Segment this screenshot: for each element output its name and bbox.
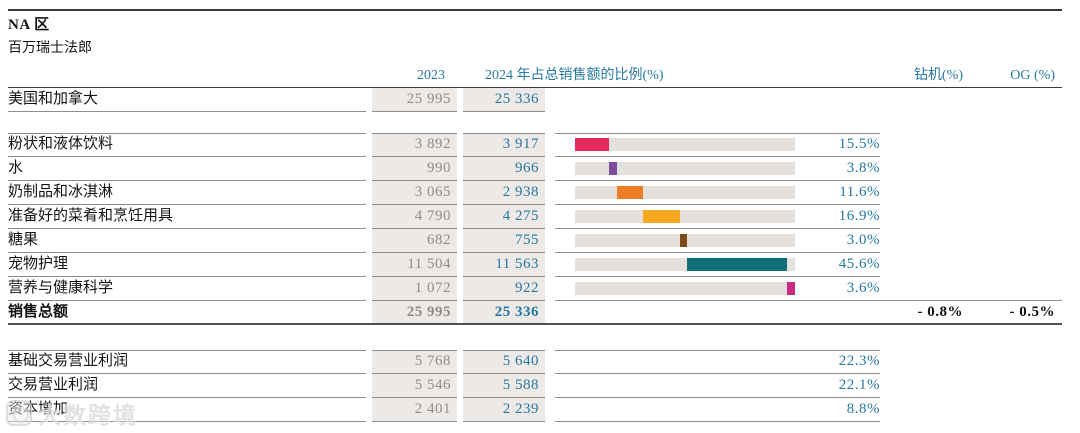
profit-section: 基础交易营业利润 5 768 5 640 22.3% 交易营业利润 5 546 …: [8, 350, 1062, 422]
value-2023: 1 072: [372, 277, 457, 301]
share-bar-segment: [686, 258, 788, 271]
share-bar-segment: [680, 234, 687, 247]
share-percent: 45.6%: [838, 256, 880, 272]
row-label: 粉状和液体饮料: [8, 133, 366, 157]
row-label: 准备好的菜肴和烹饪用具: [8, 205, 366, 229]
table-top-rule: [8, 9, 1062, 11]
value-2024: 5 588: [463, 374, 545, 398]
table-row-category: 宠物护理 11 504 11 563 45.6%: [8, 253, 1062, 277]
share-bar-segment: [617, 186, 643, 199]
share-bar-segment: [575, 138, 610, 151]
table-row-category: 水 990 966 3.8%: [8, 157, 1062, 181]
table-row-region: 美国和加拿大 25 995 25 336: [8, 88, 1062, 112]
value-2023: 3 892: [372, 133, 457, 157]
margin-percent: 8.8%: [846, 401, 880, 417]
row-label: 糖果: [8, 229, 366, 253]
share-bar-track: [575, 186, 795, 199]
margin-cell: 22.1%: [555, 374, 880, 398]
row-label: 基础交易营业利润: [8, 350, 366, 374]
row-label: 水: [8, 157, 366, 181]
row-label: 宠物护理: [8, 253, 366, 277]
table-row-total: 销售总额 25 995 25 336 - 0.8% - 0.5%: [8, 301, 1062, 325]
value-2023: 25 995: [372, 88, 457, 112]
rig-percent: - 0.8%: [880, 301, 963, 325]
share-percent: 3.8%: [846, 160, 880, 176]
share-percent: 11.6%: [839, 184, 880, 200]
column-header-share-2024: 2024 年占总销售额的比例(%): [463, 64, 880, 88]
share-bar-track: [575, 210, 795, 223]
page-title: NA 区: [8, 17, 50, 33]
row-label: 资本增加: [8, 398, 366, 422]
table-row-category: 粉状和液体饮料 3 892 3 917 15.5%: [8, 133, 1062, 157]
share-cell: 45.6%: [555, 253, 880, 277]
column-header-2023: 2023: [372, 64, 457, 88]
value-2024: 755: [463, 229, 545, 253]
row-label: 交易营业利润: [8, 374, 366, 398]
table-row-category: 奶制品和冰淇淋 3 065 2 938 11.6%: [8, 181, 1062, 205]
value-2023: 25 995: [372, 301, 457, 325]
share-bar-segment: [787, 282, 795, 295]
table-row-category: 糖果 682 755 3.0%: [8, 229, 1062, 253]
share-percent: 3.0%: [846, 232, 880, 248]
value-2023: 682: [372, 229, 457, 253]
value-2024: 966: [463, 157, 545, 181]
row-label: 奶制品和冰淇淋: [8, 181, 366, 205]
share-bar-track: [575, 234, 795, 247]
value-2023: 5 546: [372, 374, 457, 398]
share-bar-segment: [609, 162, 618, 175]
share-bar-track: [575, 162, 795, 175]
share-cell: 3.8%: [555, 157, 880, 181]
column-header-og: OG (%): [963, 64, 1062, 88]
value-2024: 922: [463, 277, 545, 301]
share-bar-track: [575, 282, 795, 295]
row-label: 美国和加拿大: [8, 88, 366, 112]
header-spacer: [8, 64, 366, 88]
share-percent: 3.6%: [846, 280, 880, 296]
share-cell: 15.5%: [555, 133, 880, 157]
value-2024: 2 938: [463, 181, 545, 205]
margin-percent: 22.3%: [838, 353, 880, 369]
value-2023: 11 504: [372, 253, 457, 277]
value-2024: 3 917: [463, 133, 545, 157]
value-2024: 5 640: [463, 350, 545, 374]
value-2023: 4 790: [372, 205, 457, 229]
row-label: 营养与健康科学: [8, 277, 366, 301]
share-cell: 3.6%: [555, 277, 880, 301]
value-2024: 4 275: [463, 205, 545, 229]
table-row-category: 准备好的菜肴和烹饪用具 4 790 4 275 16.9%: [8, 205, 1062, 229]
margin-percent: 22.1%: [838, 377, 880, 393]
table-row-profit: 资本增加 2 401 2 239 8.8%: [8, 398, 1062, 422]
share-bar-segment: [642, 210, 681, 223]
share-cell: 16.9%: [555, 205, 880, 229]
share-percent: 16.9%: [838, 208, 880, 224]
og-percent: - 0.5%: [963, 301, 1062, 325]
value-2023: 2 401: [372, 398, 457, 422]
value-2023: 5 768: [372, 350, 457, 374]
value-2023: 990: [372, 157, 457, 181]
column-header-row: 2023 2024 年占总销售额的比例(%) 钻机(%) OG (%): [8, 64, 1062, 88]
margin-cell: 8.8%: [555, 398, 880, 422]
share-cell: 11.6%: [555, 181, 880, 205]
share-bar-track: [575, 258, 795, 271]
value-2024: 11 563: [463, 253, 545, 277]
share-bar-track: [575, 138, 795, 151]
margin-cell: 22.3%: [555, 350, 880, 374]
units-subtitle: 百万瑞士法郎: [8, 41, 92, 56]
column-header-rig: 钻机(%): [880, 64, 963, 88]
value-2023: 3 065: [372, 181, 457, 205]
categories-section: 粉状和液体饮料 3 892 3 917 15.5% 水 990 966 3.8%: [8, 133, 1062, 325]
share-percent: 15.5%: [838, 136, 880, 152]
value-2024: 25 336: [463, 88, 545, 112]
value-2024: 2 239: [463, 398, 545, 422]
share-cell: 3.0%: [555, 229, 880, 253]
value-2024: 25 336: [463, 301, 545, 325]
table-row-category: 营养与健康科学 1 072 922 3.6%: [8, 277, 1062, 301]
table-row-profit: 交易营业利润 5 546 5 588 22.1%: [8, 374, 1062, 398]
table-row-profit: 基础交易营业利润 5 768 5 640 22.3%: [8, 350, 1062, 374]
row-label: 销售总额: [8, 301, 366, 325]
